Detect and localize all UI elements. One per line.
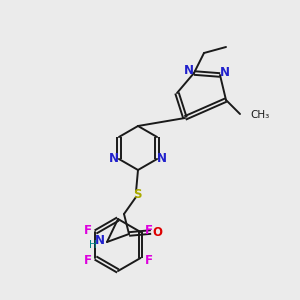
- Text: F: F: [145, 254, 152, 266]
- Text: N: N: [109, 152, 119, 166]
- Text: F: F: [83, 254, 92, 266]
- Text: S: S: [133, 188, 141, 200]
- Text: F: F: [83, 224, 92, 236]
- Text: N: N: [157, 152, 167, 166]
- Text: N: N: [184, 64, 194, 77]
- Text: F: F: [145, 224, 152, 236]
- Text: O: O: [152, 226, 162, 238]
- Text: N: N: [95, 235, 105, 248]
- Text: CH₃: CH₃: [250, 110, 269, 120]
- Text: H: H: [89, 240, 97, 250]
- Text: N: N: [220, 67, 230, 80]
